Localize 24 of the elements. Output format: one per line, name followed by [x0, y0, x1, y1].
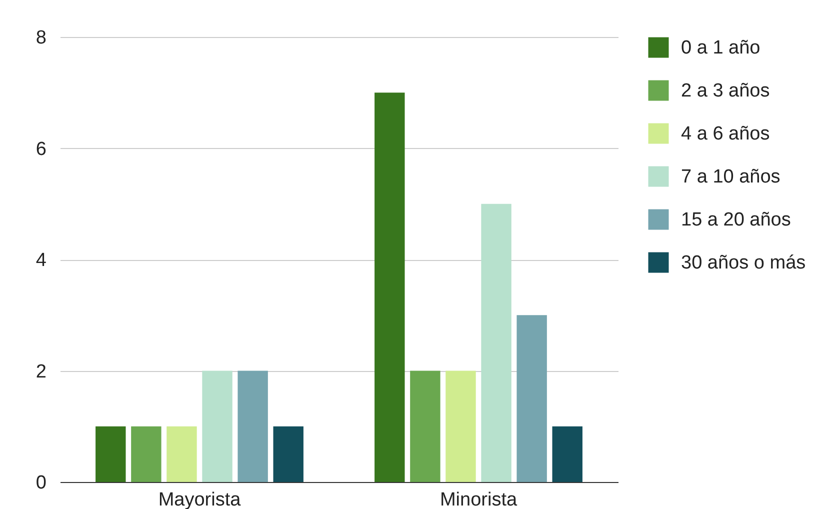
bar: [96, 426, 126, 482]
legend-label: 7 a 10 años: [681, 166, 780, 188]
legend-label: 4 a 6 años: [681, 124, 770, 144]
y-tick-label: 8: [36, 28, 46, 48]
bar: [481, 204, 512, 482]
legend-label: 15 a 20 años: [681, 210, 791, 230]
bar: [410, 370, 440, 482]
bar: [238, 370, 268, 482]
bar: [131, 426, 162, 482]
y-tick-label: 0: [36, 472, 46, 494]
y-tick-label: 4: [36, 250, 47, 271]
bar: [273, 426, 304, 482]
bar: [446, 370, 476, 482]
bar: [552, 426, 582, 482]
legend-label: 30 años o más: [681, 252, 806, 274]
x-tick-label: Minorista: [440, 490, 518, 509]
bar: [516, 315, 547, 482]
bar: [202, 370, 232, 482]
legend-label: 2 a 3 años: [681, 80, 770, 102]
y-tick-label: 2: [36, 361, 46, 382]
legend-label: 0 a 1 año: [681, 38, 760, 58]
bar: [166, 426, 197, 482]
y-tick-label: 6: [36, 138, 46, 160]
bar: [374, 92, 405, 482]
